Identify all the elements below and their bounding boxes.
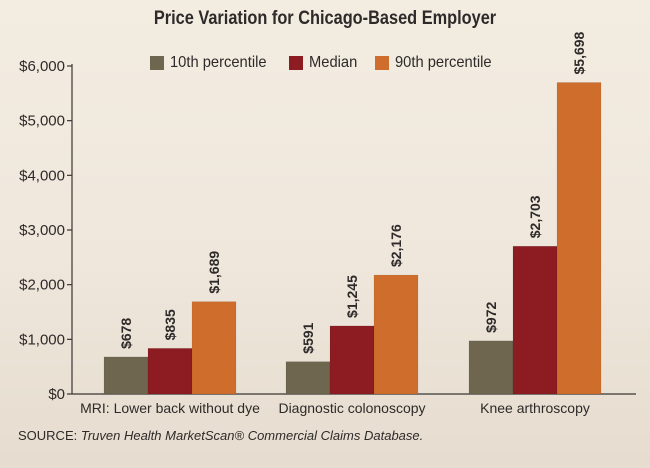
- legend-item-10th: 10th percentile: [150, 54, 275, 72]
- category-label: MRI: Lower back without dye: [80, 400, 260, 416]
- y-tick-label: $5,000: [19, 113, 65, 130]
- data-label: $678: [118, 318, 134, 349]
- bar: [147, 348, 193, 395]
- legend-swatch-median: [288, 56, 303, 70]
- bar: [103, 356, 149, 395]
- data-label: $1,689: [206, 251, 222, 294]
- legend-swatch-10th: [150, 56, 164, 70]
- source-note: SOURCE: Truven Health MarketScan® Commer…: [18, 428, 638, 443]
- y-tick-label: $6,000: [19, 58, 65, 75]
- y-tick-label: $3,000: [19, 222, 65, 239]
- chart-title: Price Variation for Chicago-Based Employ…: [153, 8, 497, 29]
- data-label: $591: [300, 322, 316, 353]
- bar: [468, 340, 514, 395]
- legend-label-median: Median: [308, 54, 358, 71]
- bar: [285, 361, 331, 395]
- bar: [191, 301, 237, 395]
- data-label: $972: [483, 302, 499, 333]
- y-tick-label: $4,000: [19, 167, 65, 184]
- data-label: $1,245: [344, 275, 360, 318]
- bar: [373, 274, 419, 395]
- data-label: $5,698: [571, 31, 587, 74]
- data-label: $835: [162, 309, 178, 340]
- legend-swatch-90th: [375, 56, 390, 70]
- category-label: Knee arthroscopy: [480, 400, 590, 416]
- legend-label-90th: 90th percentile: [395, 54, 493, 71]
- y-tick-label: $0: [48, 386, 65, 403]
- chart-legend: 10th percentile Median 90th percentile: [150, 50, 500, 76]
- legend-item-90th: 90th percentile: [375, 54, 500, 72]
- bar: [329, 325, 375, 395]
- source-prefix: SOURCE:: [18, 428, 81, 443]
- category-label: Diagnostic colonoscopy: [278, 400, 425, 416]
- y-tick-label: $1,000: [19, 331, 65, 348]
- legend-label-10th: 10th percentile: [170, 54, 267, 71]
- y-tick-label: $2,000: [19, 277, 65, 294]
- bar: [556, 82, 602, 395]
- legend-item-median: Median: [288, 54, 361, 72]
- data-label: $2,703: [527, 195, 543, 238]
- bar: [512, 245, 558, 395]
- source-text: Truven Health MarketScan® Commercial Cla…: [80, 428, 424, 443]
- data-label: $2,176: [388, 224, 404, 267]
